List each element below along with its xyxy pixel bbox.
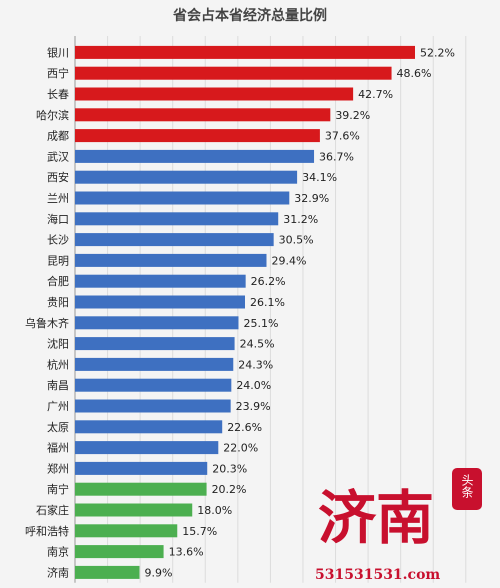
bar <box>75 191 290 205</box>
bar <box>75 503 193 517</box>
jinan-logo-watermark: 济南 头条 531531531.com <box>315 468 482 583</box>
value-label: 34.1% <box>302 171 337 184</box>
bar <box>75 87 354 101</box>
bar-layer <box>75 45 415 579</box>
value-label: 13.6% <box>169 546 204 559</box>
bar <box>75 212 279 226</box>
value-label: 32.9% <box>294 192 329 205</box>
site-text: 531531531.com <box>315 567 440 583</box>
bar <box>75 233 274 247</box>
category-label: 南京 <box>47 545 69 559</box>
bar <box>75 129 320 143</box>
category-label: 郑州 <box>47 461 69 475</box>
category-label: 合肥 <box>47 274 69 288</box>
category-label: 成都 <box>47 130 69 143</box>
bar <box>75 295 245 309</box>
category-label: 长春 <box>47 88 69 101</box>
category-label: 济南 <box>47 565 69 579</box>
bar <box>75 482 207 496</box>
bar <box>75 461 208 475</box>
value-label: 22.0% <box>223 442 258 455</box>
value-label: 26.1% <box>250 296 285 309</box>
bar <box>75 337 235 351</box>
value-label: 26.2% <box>251 275 286 288</box>
value-label: 23.9% <box>236 400 271 413</box>
value-label: 24.5% <box>240 338 275 351</box>
category-label: 哈尔滨 <box>36 108 69 122</box>
badge-text: 头条 <box>460 474 474 498</box>
value-label: 42.7% <box>358 88 393 101</box>
value-label: 29.4% <box>271 254 306 267</box>
bar <box>75 274 246 288</box>
bar <box>75 524 178 538</box>
category-label: 银川 <box>47 45 69 59</box>
value-label: 48.6% <box>397 67 432 80</box>
bar <box>75 378 232 392</box>
category-label: 南昌 <box>47 379 69 392</box>
chart-title: 省会占本省经济总量比例 <box>172 7 327 24</box>
value-label: 9.9% <box>144 566 172 579</box>
category-label: 杭州 <box>47 357 69 371</box>
category-label: 石家庄 <box>36 503 69 517</box>
bar <box>75 149 315 163</box>
category-label: 广州 <box>47 400 69 413</box>
bar <box>75 420 223 434</box>
category-label: 贵阳 <box>47 296 69 309</box>
bar <box>75 545 164 559</box>
category-label: 西宁 <box>47 66 69 80</box>
value-label: 31.2% <box>283 213 318 226</box>
value-label: 24.0% <box>236 379 271 392</box>
category-label: 长沙 <box>47 234 69 247</box>
category-label: 沈阳 <box>47 337 69 351</box>
bar <box>75 170 298 184</box>
value-label: 20.2% <box>212 483 247 496</box>
badge-box <box>452 468 482 510</box>
category-label: 南宁 <box>47 482 69 496</box>
value-label: 20.3% <box>212 462 247 475</box>
category-label: 西安 <box>47 170 69 184</box>
value-label: 39.2% <box>335 109 370 122</box>
bar <box>75 316 239 330</box>
bar <box>75 399 231 413</box>
category-label: 兰州 <box>47 192 69 205</box>
value-label: 24.3% <box>238 358 273 371</box>
value-label: 37.6% <box>325 130 360 143</box>
bar <box>75 253 267 267</box>
category-label: 海口 <box>47 212 69 226</box>
value-label: 30.5% <box>279 234 314 247</box>
category-label: 呼和浩特 <box>25 524 69 538</box>
bar <box>75 45 415 59</box>
label-layer: 银川西宁长春哈尔滨成都武汉西安兰州海口长沙昆明合肥贵阳乌鲁木齐沈阳杭州南昌广州太… <box>25 45 69 579</box>
value-label: 15.7% <box>182 525 217 538</box>
bar <box>75 565 140 579</box>
value-label: 18.0% <box>197 504 232 517</box>
category-label: 武汉 <box>47 150 69 163</box>
category-label: 太原 <box>47 421 69 434</box>
value-label: 52.2% <box>420 46 455 59</box>
category-label: 乌鲁木齐 <box>25 316 69 330</box>
value-label: 25.1% <box>243 317 278 330</box>
category-label: 昆明 <box>47 254 69 267</box>
bar <box>75 108 331 122</box>
value-label: 36.7% <box>319 150 354 163</box>
bar <box>75 441 219 455</box>
bar <box>75 357 234 371</box>
value-layer: 52.2% 48.6% 42.7% 39.2% 37.6% 36.7% 34.1% 32.9%… <box>144 46 454 579</box>
category-label: 福州 <box>47 441 69 455</box>
logo-text: 济南 <box>318 484 434 552</box>
value-label: 22.6% <box>227 421 262 434</box>
bar <box>75 66 392 80</box>
